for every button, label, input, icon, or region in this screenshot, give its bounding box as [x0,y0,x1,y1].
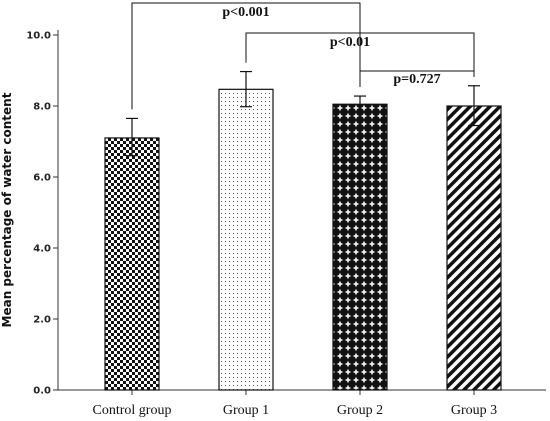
p-value-label: p<0.01 [330,35,370,50]
axes: 0.0 2.0 4.0 6.0 8.0 10.0 Control group Group 1 G… [26,30,546,418]
y-tick-label: 4.0 [33,244,51,255]
x-tick-label: Control group [93,403,172,418]
y-tick-label: 2.0 [33,315,51,326]
y-tick-label: 10.0 [26,31,51,42]
significance-bracket [131,2,361,110]
x-tick-label: Group 3 [451,403,497,418]
p-value-label: p<0.001 [222,5,269,20]
significance-brackets: p<0.001 p<0.01 p=0.727 [131,2,475,110]
bar [104,137,160,391]
error-bars [126,70,480,157]
y-tick-label: 8.0 [33,102,51,113]
significance-bracket [245,32,475,77]
bar [446,105,502,391]
x-tick-label: Group 2 [337,403,383,418]
significance-bracket [359,70,475,88]
bar [218,88,274,391]
y-tick-label: 6.0 [33,173,51,184]
y-axis-label: Mean percentage of water content [0,92,14,327]
bars [104,88,502,391]
p-value-label: p=0.727 [393,72,440,87]
x-tick-label: Group 1 [223,403,269,418]
bar [332,103,388,391]
y-tick-label: 0.0 [33,386,51,397]
